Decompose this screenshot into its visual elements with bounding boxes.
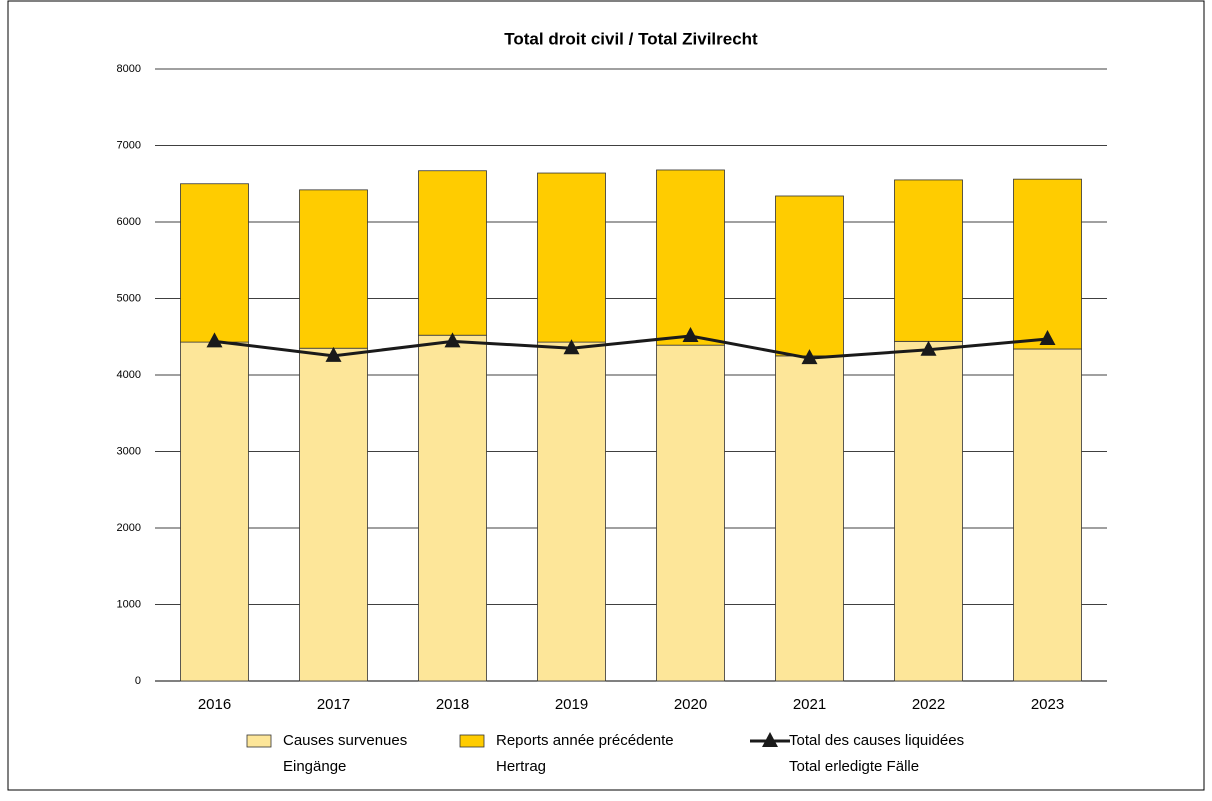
- line: [214, 334, 1048, 360]
- marker: [801, 349, 818, 365]
- bar: [537, 172, 606, 343]
- marker: [682, 326, 699, 342]
- y-tick-label: 3000: [117, 445, 141, 457]
- legend-swatch: [459, 734, 485, 748]
- chart-title: Total droit civil / Total Zivilrecht: [504, 29, 758, 48]
- bar: [894, 179, 963, 342]
- x-tick-label: 2016: [198, 696, 231, 713]
- marker: [325, 346, 342, 362]
- bar: [299, 347, 368, 682]
- bar: [894, 340, 963, 682]
- x-tick-label: 2021: [793, 696, 826, 713]
- x-tick-label: 2018: [436, 696, 469, 713]
- y-tick-label: 2000: [117, 522, 141, 534]
- bar: [299, 189, 368, 349]
- frame: [7, 0, 1205, 791]
- x-tick-label: 2022: [912, 696, 945, 713]
- x-tick-label: 2017: [317, 696, 350, 713]
- legend-label: Reports année précédente Hertrag: [496, 732, 674, 775]
- legend-label: Causes survenues Eingänge: [283, 732, 408, 775]
- y-tick-label: 8000: [117, 63, 141, 75]
- x-tick-label: 2019: [555, 696, 588, 713]
- bar: [180, 341, 249, 682]
- legend-marker: [762, 732, 778, 747]
- bar: [180, 183, 249, 343]
- bar: [1013, 178, 1082, 350]
- bar: [418, 170, 487, 336]
- marker: [563, 339, 580, 355]
- marker: [1039, 330, 1056, 346]
- marker: [920, 340, 937, 356]
- bar: [656, 169, 725, 346]
- bar: [775, 195, 844, 357]
- marker: [206, 332, 223, 348]
- y-tick-label: 5000: [117, 292, 141, 304]
- bar: [775, 355, 844, 682]
- bar: [656, 344, 725, 682]
- legend-label: Total des causes liquidées Total erledig…: [789, 732, 965, 775]
- legend-swatch: [246, 734, 272, 748]
- y-tick-label: 1000: [117, 598, 141, 610]
- bar: [418, 334, 487, 682]
- x-tick-label: 2023: [1031, 696, 1064, 713]
- bar: [537, 341, 606, 682]
- y-tick-label: 0: [135, 675, 141, 687]
- y-tick-label: 4000: [117, 369, 141, 381]
- y-tick-label: 7000: [117, 139, 141, 151]
- x-tick-label: 2020: [674, 696, 707, 713]
- marker: [444, 332, 461, 348]
- y-tick-label: 6000: [117, 216, 141, 228]
- bar: [1013, 348, 1082, 682]
